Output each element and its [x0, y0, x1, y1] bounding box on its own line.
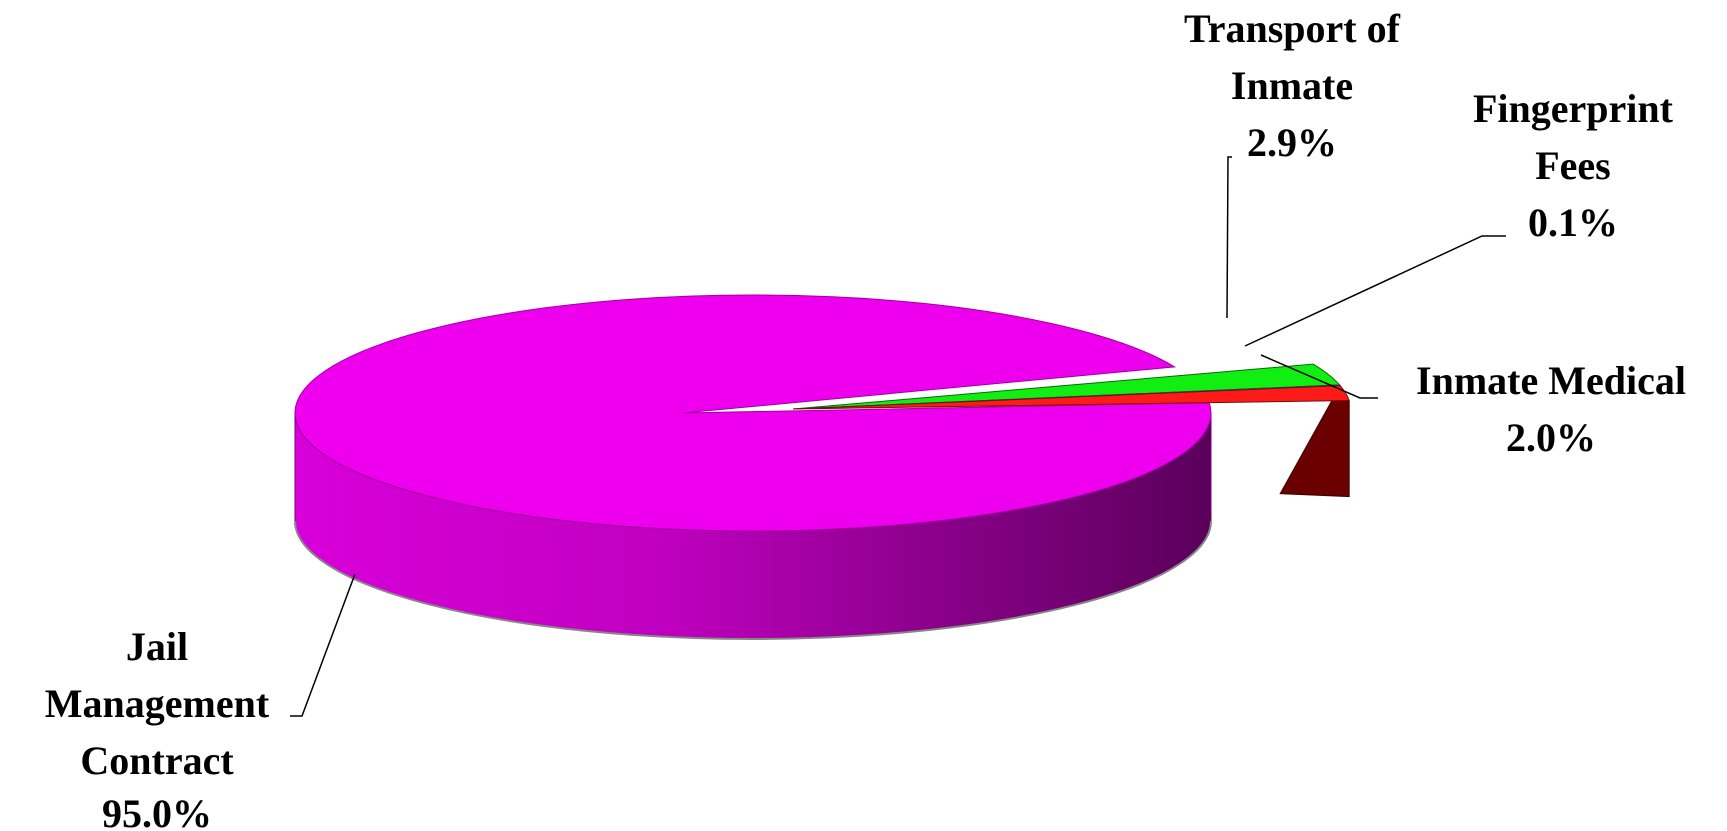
pie-slice-jail-management	[294, 294, 1212, 532]
slice-label-inmate-medical: Inmate Medical	[1416, 358, 1686, 403]
slice-value-fingerprint: 0.1%	[1528, 200, 1618, 245]
slice-label-jail-management-line2: Management	[45, 681, 270, 726]
slice-value-jail-management: 95.0%	[102, 791, 212, 831]
leader-lines	[290, 156, 1506, 717]
pie-slice-side-inmate-medical	[1279, 384, 1350, 498]
pie-bottom-rim	[294, 520, 1212, 640]
leader-line-jail-management	[290, 573, 356, 717]
leader-line-inmate-medical	[1260, 354, 1378, 399]
slice-label-fingerprint-line1: Fingerprint	[1473, 86, 1674, 131]
slice-value-transport: 2.9%	[1247, 120, 1337, 165]
slice-labels: Jail Management Contract 95.0% Transport…	[45, 6, 1686, 831]
slice-label-jail-management-line1: Jail	[126, 624, 188, 669]
leader-line-fingerprint	[1244, 235, 1506, 347]
slice-label-transport-line1: Transport of	[1184, 6, 1401, 51]
slice-label-jail-management-line3: Contract	[80, 738, 234, 783]
pie-slices	[294, 294, 1350, 640]
slice-value-inmate-medical: 2.0%	[1506, 415, 1596, 460]
slice-label-fingerprint-line2: Fees	[1535, 143, 1611, 188]
leader-line-transport	[1226, 156, 1232, 319]
slice-label-transport-line2: Inmate	[1231, 63, 1353, 108]
pie-slice-inmate-medical	[792, 385, 1350, 410]
